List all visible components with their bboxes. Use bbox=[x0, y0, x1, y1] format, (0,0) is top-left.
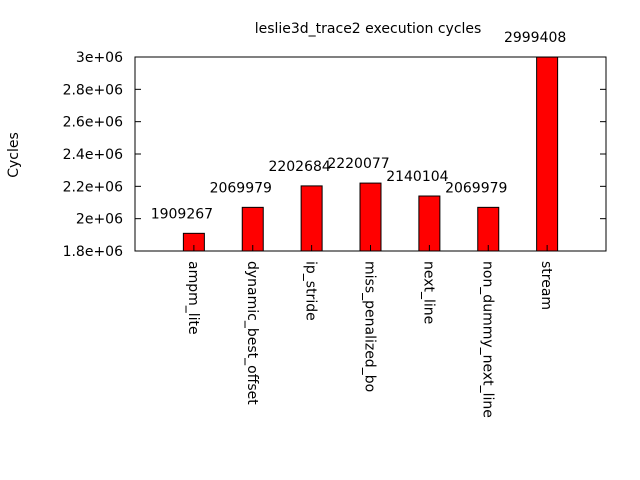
category-label: miss_penalized_bo bbox=[362, 261, 378, 392]
data-label: 2220077 bbox=[327, 156, 389, 172]
bar bbox=[359, 182, 382, 252]
y-axis-ticks: 1.8e+06 2e+06 2.2e+06 2.4e+06 2.6e+06 2.8e+06… bbox=[63, 50, 606, 260]
data-label: 2999408 bbox=[504, 30, 566, 46]
y-tick-label: 2.4e+06 bbox=[63, 147, 124, 163]
data-label: 2140104 bbox=[386, 169, 448, 185]
bar bbox=[477, 206, 500, 252]
bar bbox=[418, 195, 441, 252]
y-tick-label: 1.8e+06 bbox=[63, 244, 124, 260]
y-axis-label: Cycles bbox=[6, 132, 22, 178]
data-label: 2202684 bbox=[268, 159, 330, 175]
category-label: stream bbox=[538, 261, 554, 310]
category-label: next_line bbox=[420, 261, 436, 324]
category-label: dynamic_best_offset bbox=[244, 261, 260, 405]
data-label: 1909267 bbox=[151, 206, 213, 222]
plot-frame bbox=[134, 56, 607, 252]
chart-title: leslie3d_trace2 execution cycles bbox=[255, 21, 482, 37]
y-tick-label: 2.8e+06 bbox=[63, 82, 124, 98]
category-label: non_dummy_next_line bbox=[479, 261, 495, 418]
bar bbox=[300, 185, 323, 252]
category-label: ampm_lite bbox=[185, 261, 201, 335]
data-label: 2069979 bbox=[445, 180, 507, 196]
bar bbox=[536, 56, 559, 252]
y-tick-label: 2.6e+06 bbox=[63, 115, 124, 131]
bar bbox=[241, 206, 264, 252]
bar-series bbox=[182, 56, 559, 252]
y-tick-label: 3e+06 bbox=[76, 50, 123, 66]
data-label: 2069979 bbox=[210, 180, 272, 196]
y-tick-label: 2.2e+06 bbox=[63, 179, 124, 195]
category-labels: ampm_lite dynamic_best_offset ip_stride mis… bbox=[185, 261, 554, 418]
data-labels: 1909267206997922026842220077214010420699… bbox=[151, 30, 567, 222]
category-label: ip_stride bbox=[303, 261, 319, 321]
y-tick-label: 2e+06 bbox=[76, 212, 123, 228]
